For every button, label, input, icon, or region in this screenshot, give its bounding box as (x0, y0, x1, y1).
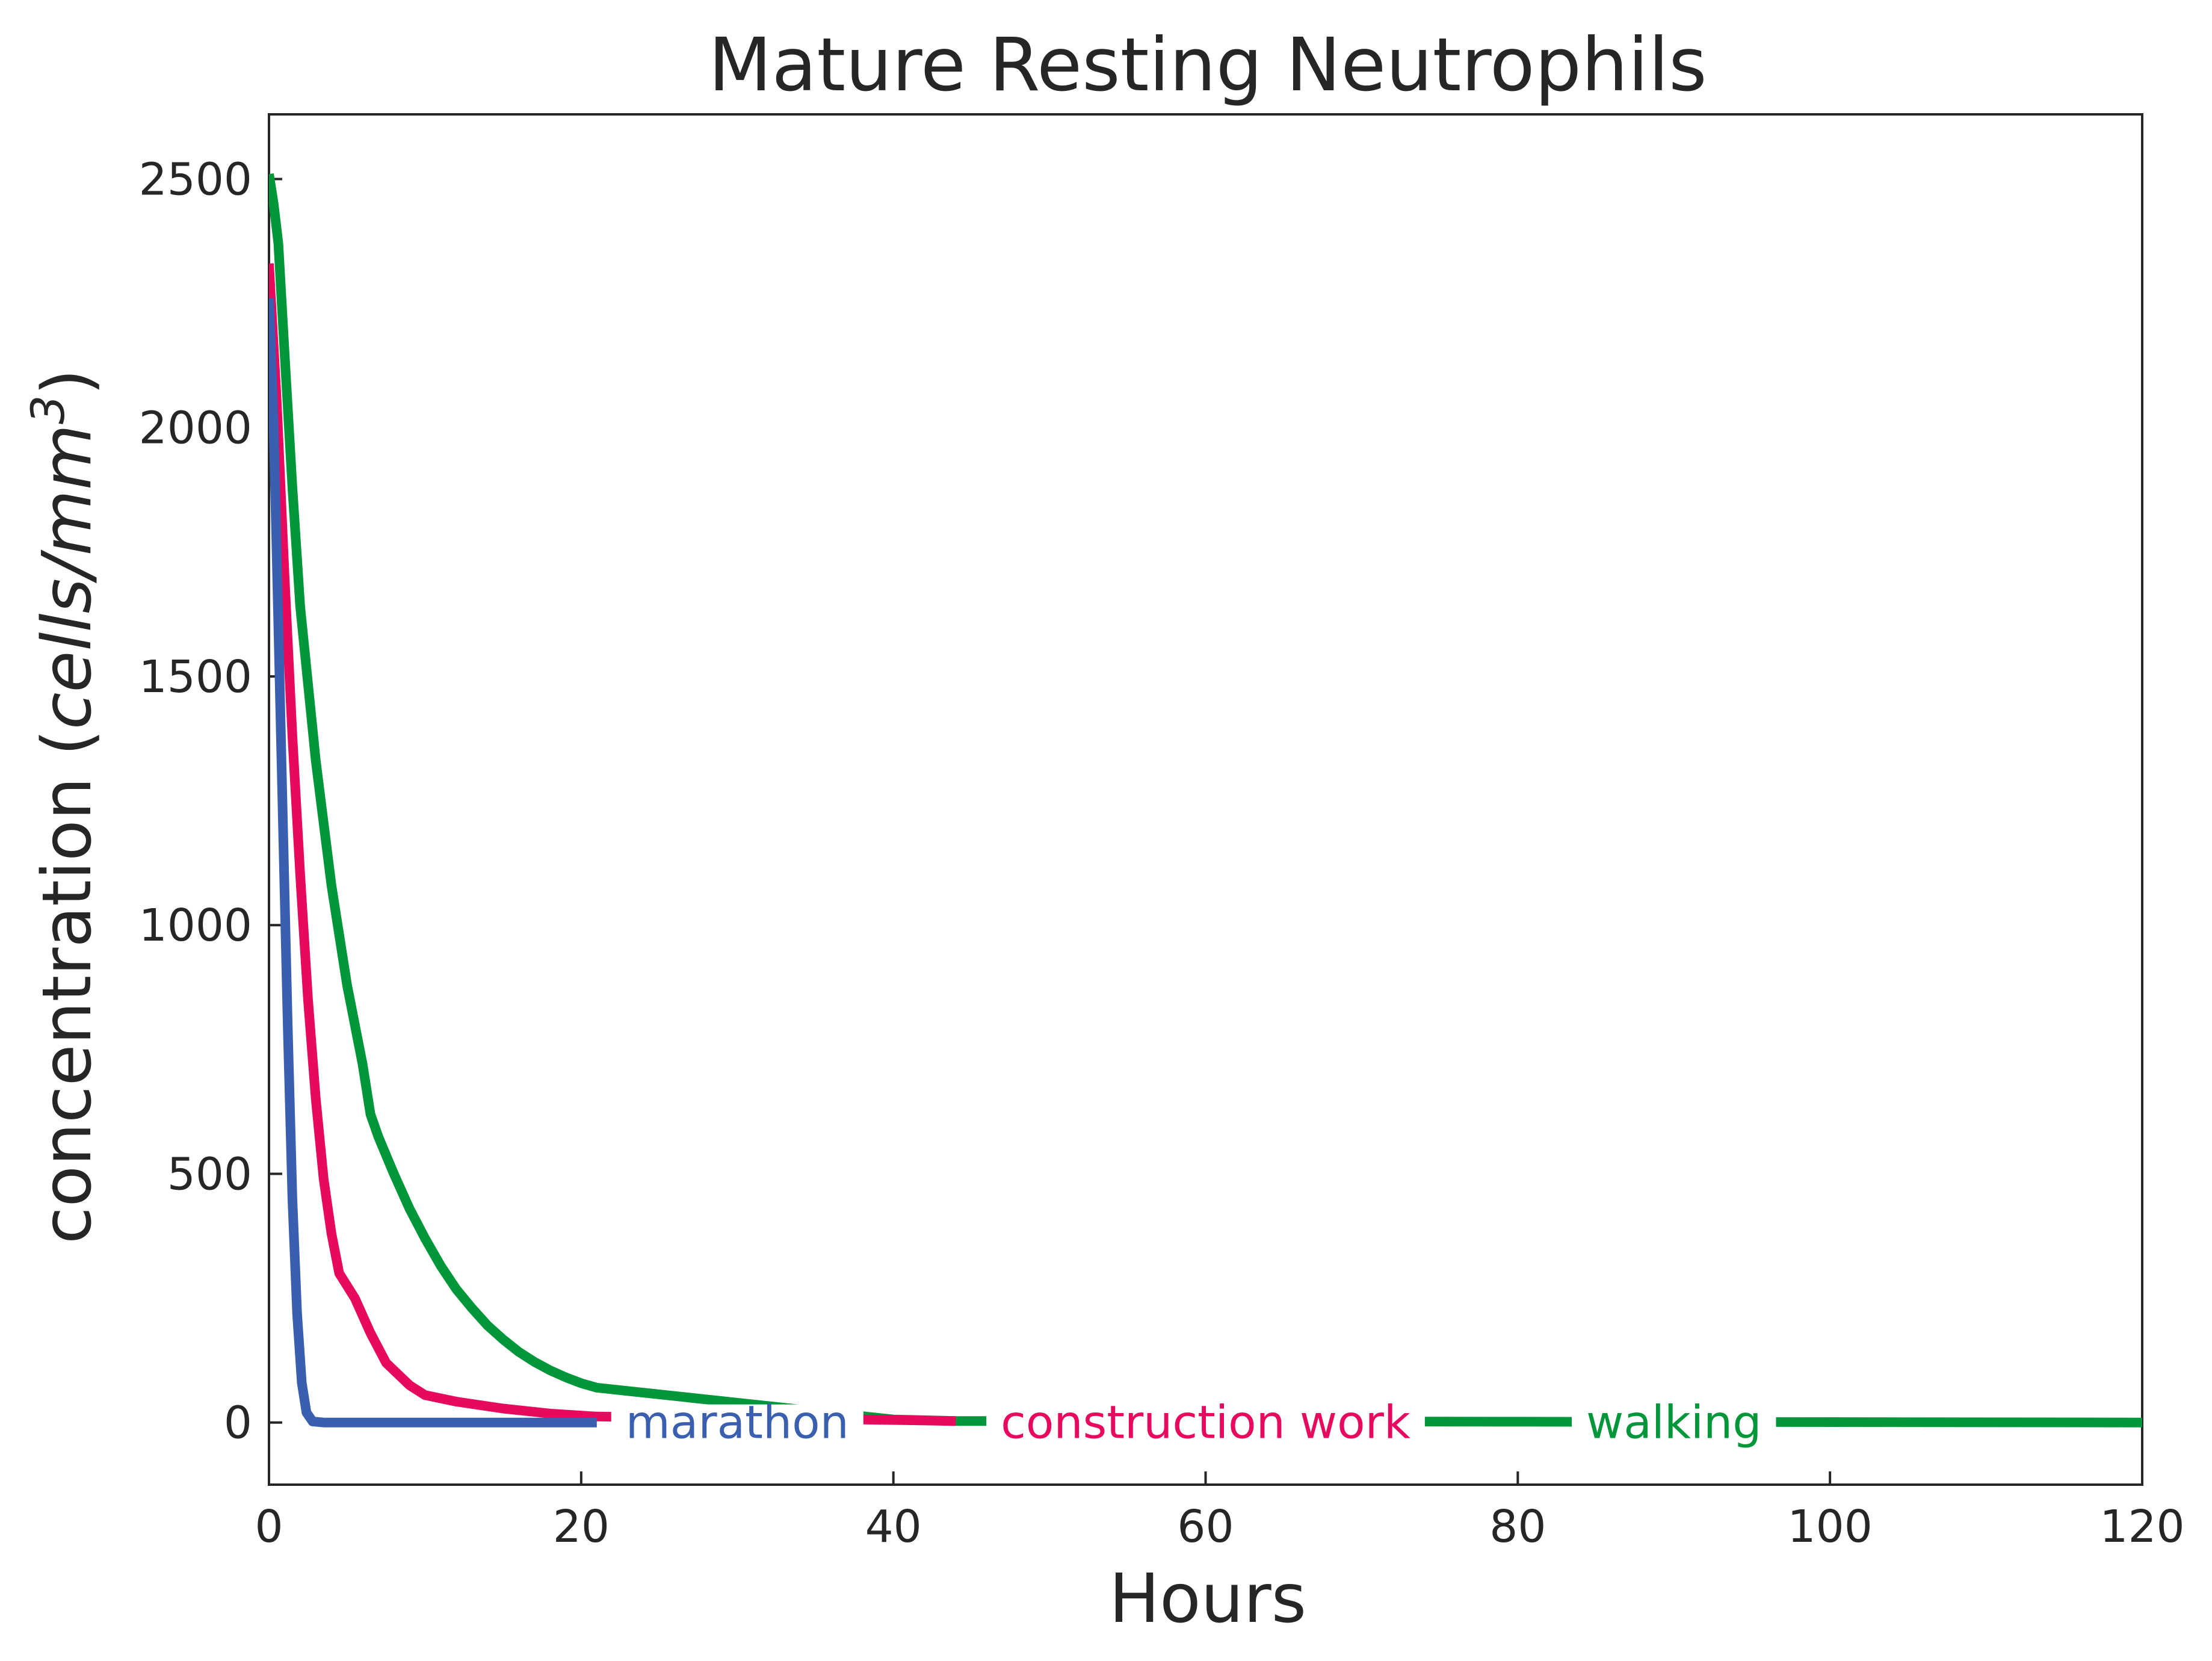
y-tick-label: 1500 (139, 651, 252, 703)
x-tick-label: 20 (553, 1501, 610, 1553)
series-label-background (986, 1404, 1425, 1441)
series-labels: marathon construction work walking (611, 1396, 1776, 1449)
x-tick-label: 120 (2099, 1501, 2184, 1553)
y-axis-label: concentration (cells/mm3) (21, 369, 107, 1244)
series-label-background (611, 1404, 863, 1441)
series-label-marathon: marathon (626, 1396, 849, 1449)
series-line-marathon (269, 298, 597, 1427)
y-axis-ticks: 0 500 1000 1500 2000 2500 (139, 153, 282, 1449)
chart-title: Mature Resting Neutrophils (708, 22, 1707, 108)
y-axis-label-prefix: concentration ( (28, 729, 107, 1244)
series-label-walking: walking (1586, 1396, 1761, 1449)
plot-area-border (268, 113, 2143, 1486)
y-axis-label-suffix: ) (28, 369, 107, 395)
x-tick-label: 60 (1177, 1501, 1234, 1553)
y-axis-label-unit: cells/mm (28, 424, 107, 729)
y-tick-label: 2000 (139, 403, 252, 454)
y-tick-label: 1000 (139, 900, 252, 951)
plot-frame (268, 113, 2143, 1486)
y-tick-label: 2500 (139, 153, 252, 205)
series-label-construction-work: construction work (1001, 1396, 1410, 1449)
x-axis-label: Hours (1109, 1560, 1306, 1638)
x-tick-label: 100 (1788, 1501, 1873, 1553)
series-line-construction-work (269, 263, 956, 1426)
y-tick-label: 500 (167, 1148, 252, 1200)
series-line-walking (269, 173, 2142, 1427)
x-tick-label: 40 (865, 1501, 922, 1553)
y-tick-label: 0 (224, 1397, 252, 1449)
series-lines (269, 173, 2142, 1427)
y-axis-label-superscript: 3 (21, 395, 75, 424)
x-tick-label: 0 (255, 1501, 283, 1553)
series-label-background (1572, 1404, 1776, 1441)
x-axis-ticks: 0 20 40 60 80 100 120 (255, 1471, 2185, 1553)
x-tick-label: 80 (1489, 1501, 1546, 1553)
